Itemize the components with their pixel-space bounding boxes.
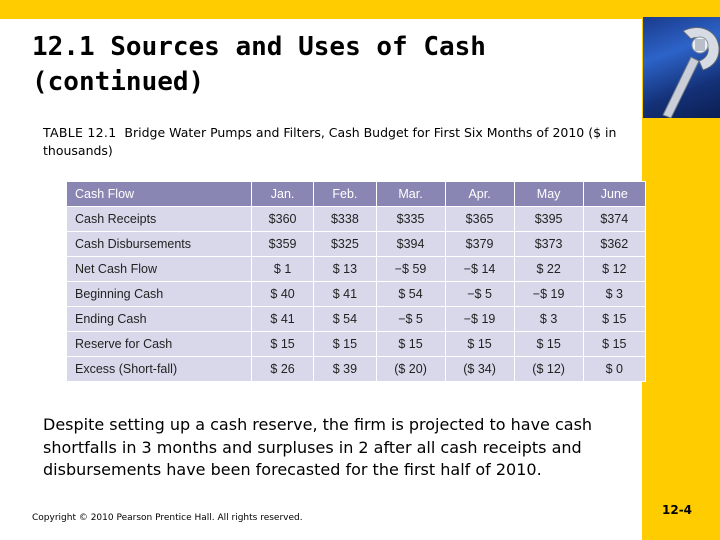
table-cell: $ 41 bbox=[313, 281, 377, 307]
row-label: Reserve for Cash bbox=[66, 331, 252, 357]
table-cell: $335 bbox=[375, 206, 446, 232]
table-row: Net Cash Flow $ 1 $ 13 −$ 59 −$ 14 $ 22 … bbox=[66, 256, 647, 282]
row-label: Cash Receipts bbox=[66, 206, 252, 232]
table-cell: −$ 5 bbox=[375, 306, 446, 332]
table-row: Reserve for Cash $ 15 $ 15 $ 15 $ 15 $ 1… bbox=[66, 331, 647, 357]
table-cell: $360 bbox=[250, 206, 315, 232]
table-row: Ending Cash $ 41 $ 54 −$ 5 −$ 19 $ 3 $ 1… bbox=[66, 306, 647, 332]
table-cell: $394 bbox=[375, 231, 446, 257]
cash-budget-table: Cash Flow Jan. Feb. Mar. Apr. May June C… bbox=[66, 181, 647, 382]
table-cell: $338 bbox=[313, 206, 377, 232]
table-cell: −$ 5 bbox=[444, 281, 515, 307]
table-label: TABLE 12.1 bbox=[43, 125, 117, 140]
table-cell: $ 0 bbox=[582, 356, 647, 382]
table-cell: $ 15 bbox=[513, 331, 584, 357]
table-header-row: Cash Flow Jan. Feb. Mar. Apr. May June bbox=[66, 181, 647, 207]
wrench-dollar-image bbox=[643, 17, 720, 118]
header-jan: Jan. bbox=[250, 181, 315, 207]
table-cell: $ 41 bbox=[250, 306, 315, 332]
row-label: Net Cash Flow bbox=[66, 256, 252, 282]
table-cell: −$ 19 bbox=[444, 306, 515, 332]
top-accent-bar bbox=[0, 0, 720, 19]
table-cell: $ 13 bbox=[313, 256, 377, 282]
table-row: Excess (Short-fall) $ 26 $ 39 ($ 20) ($ … bbox=[66, 356, 647, 382]
table-row: Beginning Cash $ 40 $ 41 $ 54 −$ 5 −$ 19… bbox=[66, 281, 647, 307]
copyright-footer: Copyright © 2010 Pearson Prentice Hall. … bbox=[32, 513, 303, 523]
table-cell: $ 54 bbox=[313, 306, 377, 332]
table-cell: −$ 59 bbox=[375, 256, 446, 282]
table-cell: $ 39 bbox=[313, 356, 377, 382]
table-caption-text: Bridge Water Pumps and Filters, Cash Bud… bbox=[43, 125, 617, 158]
table-cell: $ 3 bbox=[582, 281, 647, 307]
header-june: June bbox=[582, 181, 647, 207]
table-cell: ($ 12) bbox=[513, 356, 584, 382]
table-cell: $359 bbox=[250, 231, 315, 257]
table-cell: $362 bbox=[582, 231, 647, 257]
table-cell: $ 15 bbox=[582, 331, 647, 357]
table-cell: $ 15 bbox=[444, 331, 515, 357]
title-line-2: (continued) bbox=[32, 67, 205, 97]
table-cell: $ 1 bbox=[250, 256, 315, 282]
table-cell: $365 bbox=[444, 206, 515, 232]
table-cell: $ 22 bbox=[513, 256, 584, 282]
table-cell: $ 15 bbox=[375, 331, 446, 357]
table-cell: $ 15 bbox=[250, 331, 315, 357]
table-cell: $ 3 bbox=[513, 306, 584, 332]
table-cell: $ 15 bbox=[313, 331, 377, 357]
table-cell: $395 bbox=[513, 206, 584, 232]
table-cell: −$ 19 bbox=[513, 281, 584, 307]
table-cell: ($ 20) bbox=[375, 356, 446, 382]
row-label: Excess (Short-fall) bbox=[66, 356, 252, 382]
header-cash-flow: Cash Flow bbox=[66, 181, 252, 207]
header-apr: Apr. bbox=[444, 181, 515, 207]
table-cell: ($ 34) bbox=[444, 356, 515, 382]
description-text: Despite setting up a cash reserve, the f… bbox=[43, 415, 593, 479]
table-caption: TABLE 12.1 Bridge Water Pumps and Filter… bbox=[43, 124, 633, 160]
table-cell: $ 40 bbox=[250, 281, 315, 307]
row-label: Cash Disbursements bbox=[66, 231, 252, 257]
table-cell: $ 54 bbox=[375, 281, 446, 307]
slide-title: 12.1 Sources and Uses of Cash (continued… bbox=[32, 30, 632, 100]
header-may: May bbox=[513, 181, 584, 207]
table-cell: $374 bbox=[582, 206, 647, 232]
table-cell: $325 bbox=[313, 231, 377, 257]
table-cell: $379 bbox=[444, 231, 515, 257]
row-label: Ending Cash bbox=[66, 306, 252, 332]
table-cell: $ 15 bbox=[582, 306, 647, 332]
header-mar: Mar. bbox=[375, 181, 446, 207]
slide-number: 12-4 bbox=[662, 503, 693, 517]
table-row: Cash Receipts $360 $338 $335 $365 $395 $… bbox=[66, 206, 647, 232]
title-line-1: 12.1 Sources and Uses of Cash bbox=[32, 32, 486, 62]
row-label: Beginning Cash bbox=[66, 281, 252, 307]
table-row: Cash Disbursements $359 $325 $394 $379 $… bbox=[66, 231, 647, 257]
table-cell: −$ 14 bbox=[444, 256, 515, 282]
table-cell: $ 12 bbox=[582, 256, 647, 282]
wrench-icon bbox=[662, 27, 720, 118]
table-cell: $373 bbox=[513, 231, 584, 257]
header-feb: Feb. bbox=[313, 181, 377, 207]
table-cell: $ 26 bbox=[250, 356, 315, 382]
